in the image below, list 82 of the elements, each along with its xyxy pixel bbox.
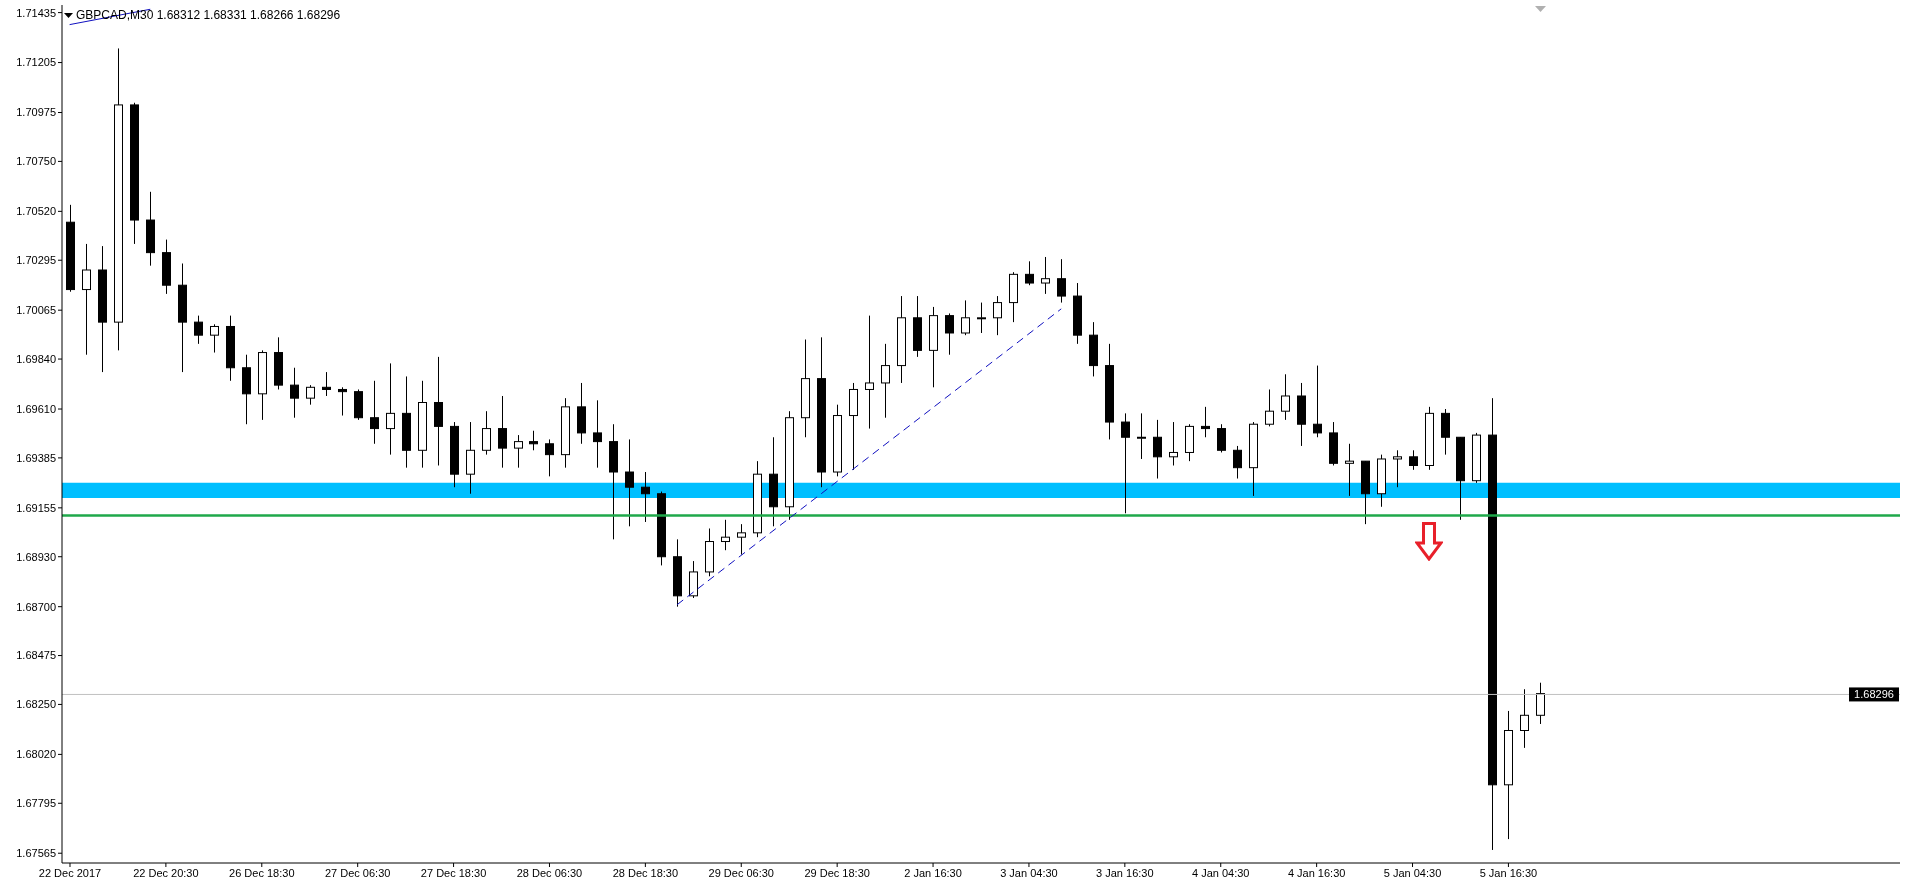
candlestick xyxy=(689,560,698,599)
y-tick-label: 1.68930 xyxy=(16,550,56,563)
y-tick-label: 1.70295 xyxy=(16,254,56,267)
candlestick xyxy=(514,434,523,469)
candlestick xyxy=(545,438,554,477)
x-tick-label: 22 Dec 2017 xyxy=(38,866,102,879)
candlestick xyxy=(1137,412,1146,460)
candlestick xyxy=(1281,373,1290,421)
candlestick xyxy=(386,362,395,456)
candlestick xyxy=(1233,445,1242,480)
candlestick xyxy=(881,343,890,419)
candlestick xyxy=(1520,688,1529,749)
candlestick xyxy=(1025,260,1034,286)
candlestick xyxy=(961,299,970,336)
x-tick-label: 5 Jan 16:30 xyxy=(1479,866,1538,879)
candlestick xyxy=(434,356,443,466)
y-tick-label: 1.69385 xyxy=(16,451,56,464)
candlestick xyxy=(865,315,874,430)
candlestick xyxy=(737,523,746,556)
candlestick xyxy=(370,380,379,445)
candlestick xyxy=(194,315,203,345)
y-tick-label: 1.68020 xyxy=(16,748,56,761)
candlestick xyxy=(1041,256,1050,295)
candlestick xyxy=(322,371,331,397)
x-tick-label: 22 Dec 20:30 xyxy=(133,866,199,879)
candlestick xyxy=(1345,443,1354,497)
x-tick-label: 4 Jan 16:30 xyxy=(1287,866,1346,879)
x-tick-label: 27 Dec 06:30 xyxy=(324,866,391,879)
candlestick xyxy=(1265,388,1274,427)
y-tick-label: 1.67795 xyxy=(16,797,56,810)
x-tick-label: 3 Jan 04:30 xyxy=(1000,866,1058,879)
candlestick xyxy=(1441,408,1450,456)
candlestick xyxy=(1201,406,1210,438)
candlestick xyxy=(482,410,491,456)
candlestick xyxy=(1169,421,1178,466)
candlestick xyxy=(498,395,507,469)
y-tick-label: 1.70750 xyxy=(16,155,56,168)
x-tick-label: 29 Dec 06:30 xyxy=(708,866,774,879)
y-tick-label: 1.68475 xyxy=(16,649,56,662)
x-tick-label: 27 Dec 18:30 xyxy=(420,866,487,879)
y-tick-label: 1.70065 xyxy=(16,304,56,317)
x-tick-label: 4 Jan 04:30 xyxy=(1191,866,1250,879)
x-tick-label: 29 Dec 18:30 xyxy=(804,866,870,879)
candlestick xyxy=(641,471,650,523)
candlestick xyxy=(290,367,299,419)
candlestick xyxy=(1409,449,1418,471)
y-tick-label: 1.71205 xyxy=(16,56,56,69)
candlestick xyxy=(529,430,538,451)
y-tick-label: 1.69610 xyxy=(16,402,56,415)
y-tick-label: 1.71435 xyxy=(16,6,56,19)
ref-line-label: 1.68296 xyxy=(1854,688,1894,701)
candlestick xyxy=(1121,412,1130,514)
candlestick xyxy=(466,421,475,495)
x-tick-label: 2 Jan 16:30 xyxy=(904,866,962,879)
candlestick xyxy=(1057,258,1066,304)
candlestick xyxy=(210,323,219,354)
candlestick xyxy=(993,295,1002,336)
candlestick xyxy=(593,399,602,469)
candlestick xyxy=(1153,419,1162,480)
y-tick-label: 1.69840 xyxy=(16,352,56,365)
candlestick xyxy=(945,312,954,356)
y-tick-label: 1.69155 xyxy=(16,501,56,514)
candlestick xyxy=(82,243,91,356)
candlestick xyxy=(1217,423,1226,453)
candlestick xyxy=(1313,365,1322,438)
candlestick xyxy=(977,302,986,334)
x-tick-label: 28 Dec 18:30 xyxy=(612,866,679,879)
candlestick xyxy=(721,519,730,551)
y-tick-label: 1.70975 xyxy=(16,106,56,119)
x-tick-label: 28 Dec 06:30 xyxy=(516,866,583,879)
y-tick-label: 1.68250 xyxy=(16,698,56,711)
candlestick xyxy=(338,386,347,417)
x-tick-label: 5 Jan 04:30 xyxy=(1383,866,1442,879)
candlestick xyxy=(625,438,634,527)
x-tick-label: 3 Jan 16:30 xyxy=(1096,866,1154,879)
y-tick-label: 1.68700 xyxy=(16,600,56,613)
candlestick xyxy=(306,384,315,406)
x-tick-label: 26 Dec 18:30 xyxy=(229,866,295,879)
y-tick-label: 1.67565 xyxy=(16,847,56,860)
candlestick xyxy=(1393,449,1402,488)
y-tick-label: 1.70520 xyxy=(16,205,56,218)
candlestick xyxy=(1536,682,1545,725)
